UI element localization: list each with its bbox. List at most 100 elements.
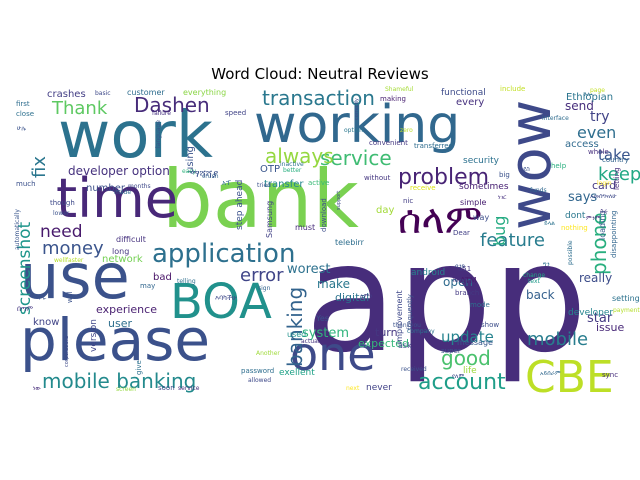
word-0: app <box>305 212 587 386</box>
word-179: ይላል <box>544 220 555 227</box>
word-106: page <box>590 87 605 94</box>
word-24: phone <box>587 212 611 275</box>
word-85: must <box>295 223 315 232</box>
word-86: loading <box>598 211 607 240</box>
word-127: receive <box>410 184 436 192</box>
word-34: update <box>441 328 494 346</box>
word-47: network <box>102 254 143 265</box>
word-66: sometimes <box>459 182 509 192</box>
word-133: company <box>407 328 435 335</box>
word-87: show <box>481 321 499 329</box>
word-57: number <box>86 183 126 194</box>
word-140: service <box>178 385 200 392</box>
word-93: first <box>16 100 30 108</box>
word-148: crush <box>202 173 219 180</box>
word-107: country <box>602 156 629 164</box>
word-115: Dear <box>453 229 470 237</box>
word-150: zero <box>400 127 413 134</box>
word-113: sync <box>602 371 618 379</box>
word-48: crashes <box>47 89 86 100</box>
word-177: አይሰራም <box>540 370 561 377</box>
word-134: Another <box>256 350 280 357</box>
word-45: digital <box>335 291 369 304</box>
word-170: ነው <box>33 385 41 392</box>
word-97: transferred <box>414 142 453 150</box>
word-88: used <box>287 330 306 339</box>
word-82: ATM <box>460 276 477 285</box>
word-136: telling <box>177 278 196 285</box>
word-80: message <box>457 338 493 347</box>
word-142: screen <box>116 386 136 393</box>
word-62: security <box>463 156 500 166</box>
word-117: simple <box>460 198 486 207</box>
word-167: ማሻሻያ <box>190 169 218 180</box>
word-159: basic <box>95 90 111 97</box>
word-1: bank <box>162 153 360 246</box>
word-21: money <box>42 238 104 259</box>
word-149: option <box>344 127 363 134</box>
word-114: nothing <box>561 224 588 232</box>
word-68: everything <box>183 88 226 97</box>
word-135: sign <box>258 285 271 292</box>
word-49: open <box>443 275 473 289</box>
word-126: without <box>364 174 391 182</box>
word-35: take <box>598 146 630 164</box>
chart-title: Word Cloud: Neutral Reviews <box>211 65 429 83</box>
word-162: lower <box>53 210 70 217</box>
word-102: inactive <box>280 161 304 168</box>
word-101: easy <box>182 168 196 175</box>
word-60: Ethiopian <box>566 92 613 103</box>
word-4: use <box>20 240 130 313</box>
word-111: disappointing <box>610 211 618 258</box>
word-92: ask <box>398 341 412 350</box>
word-138: will <box>66 291 74 303</box>
word-99: making <box>380 95 406 103</box>
word-181: ነገር <box>498 194 507 201</box>
word-31: need <box>40 222 82 242</box>
word-61: functional <box>441 88 486 98</box>
word-152: support <box>336 191 342 210</box>
word-72: step ahead <box>235 180 245 230</box>
word-17: problem <box>398 165 489 190</box>
word-59: access <box>565 139 599 150</box>
word-19: Dashen <box>134 93 210 117</box>
word-41: says <box>568 190 597 205</box>
word-120: branch <box>455 289 479 297</box>
word-6: time <box>56 167 178 230</box>
word-131: actual <box>301 338 320 345</box>
word-8: BOA <box>170 274 272 330</box>
word-143: made <box>114 189 131 196</box>
word-25: mobile <box>527 329 588 350</box>
word-130: allowed <box>248 377 271 384</box>
word-164: wellfaster <box>54 257 84 264</box>
word-69: customer <box>127 88 165 97</box>
word-123: change <box>523 272 545 279</box>
word-146: failure <box>152 110 171 117</box>
word-53: user <box>108 317 132 330</box>
word-168: በጣም <box>17 305 34 313</box>
word-37: developer option <box>68 164 170 178</box>
word-16: service <box>320 146 392 170</box>
word-79: life <box>463 366 477 376</box>
word-43: really <box>579 271 612 285</box>
word-26: Thank <box>51 98 108 119</box>
word-132: thankyou <box>393 322 421 329</box>
word-40: experience <box>96 303 157 316</box>
word-70: android <box>411 268 445 278</box>
word-108: whole <box>588 148 609 156</box>
word-15: banking <box>283 287 307 367</box>
word-65: know <box>33 317 59 328</box>
word-175: አመሰግናለሁ <box>590 193 617 200</box>
word-78: never <box>366 383 392 393</box>
word-76: version <box>89 319 99 352</box>
word-89: difficult <box>116 235 146 244</box>
word-64: day <box>376 205 394 216</box>
word-144: months <box>128 183 151 190</box>
word-58: bad <box>153 272 172 283</box>
word-83: telebirr <box>335 238 365 247</box>
word-39: worest <box>287 262 331 277</box>
word-81: improvement <box>395 290 404 344</box>
word-125: big <box>499 171 510 179</box>
word-18: transaction <box>262 86 375 110</box>
